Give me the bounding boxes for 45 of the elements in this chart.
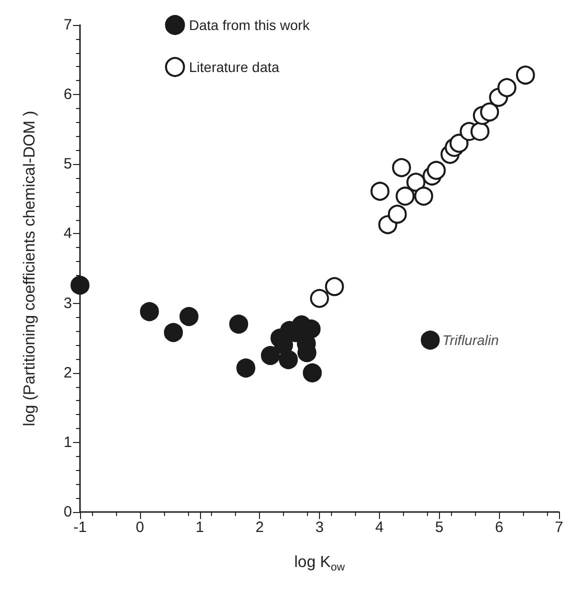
point bbox=[302, 363, 322, 382]
point bbox=[236, 358, 256, 378]
point bbox=[414, 186, 434, 206]
point bbox=[470, 122, 490, 141]
point bbox=[140, 302, 159, 322]
legend-label: Data from this work bbox=[189, 17, 311, 33]
y-tick-label: 2 bbox=[64, 364, 72, 382]
point bbox=[450, 134, 469, 153]
x-tick-label: 0 bbox=[136, 519, 144, 536]
point bbox=[278, 350, 298, 370]
point bbox=[426, 160, 446, 180]
x-tick-label: 7 bbox=[554, 519, 564, 536]
annotation: Trifluralin bbox=[442, 332, 500, 348]
x-tick-label: -1 bbox=[73, 519, 87, 536]
point bbox=[229, 314, 248, 334]
point bbox=[70, 276, 90, 295]
point bbox=[497, 78, 516, 98]
y-tick-label: 3 bbox=[64, 294, 72, 312]
y-tick-label: 6 bbox=[64, 86, 72, 104]
y-tick-label: 0 bbox=[64, 504, 72, 520]
point bbox=[516, 66, 535, 85]
legend-label: Literature data bbox=[189, 59, 280, 75]
x-tick-label: 4 bbox=[375, 519, 384, 536]
x-tick-label: 2 bbox=[255, 519, 264, 536]
point bbox=[420, 330, 440, 350]
point bbox=[396, 186, 415, 206]
y-tick-label: 7 bbox=[64, 16, 72, 34]
point bbox=[310, 288, 329, 308]
y-tick-label: 1 bbox=[64, 434, 72, 451]
point bbox=[260, 346, 280, 365]
x-tick-label: 6 bbox=[494, 519, 504, 536]
y-tick-label: 5 bbox=[64, 156, 72, 173]
y-axis-title: log (Partitioning coefficients chemical-DOM ) bbox=[22, 110, 38, 426]
point bbox=[324, 277, 344, 296]
point bbox=[179, 307, 198, 326]
point bbox=[388, 204, 407, 224]
point bbox=[392, 158, 412, 178]
point bbox=[164, 323, 183, 342]
x-tick-label: 3 bbox=[315, 519, 324, 536]
point bbox=[480, 102, 500, 122]
point bbox=[406, 172, 426, 192]
x-tick-label: 5 bbox=[435, 519, 444, 536]
y-tick-label: 4 bbox=[64, 225, 72, 242]
x-tick-label: 1 bbox=[196, 519, 204, 536]
point bbox=[370, 182, 390, 201]
